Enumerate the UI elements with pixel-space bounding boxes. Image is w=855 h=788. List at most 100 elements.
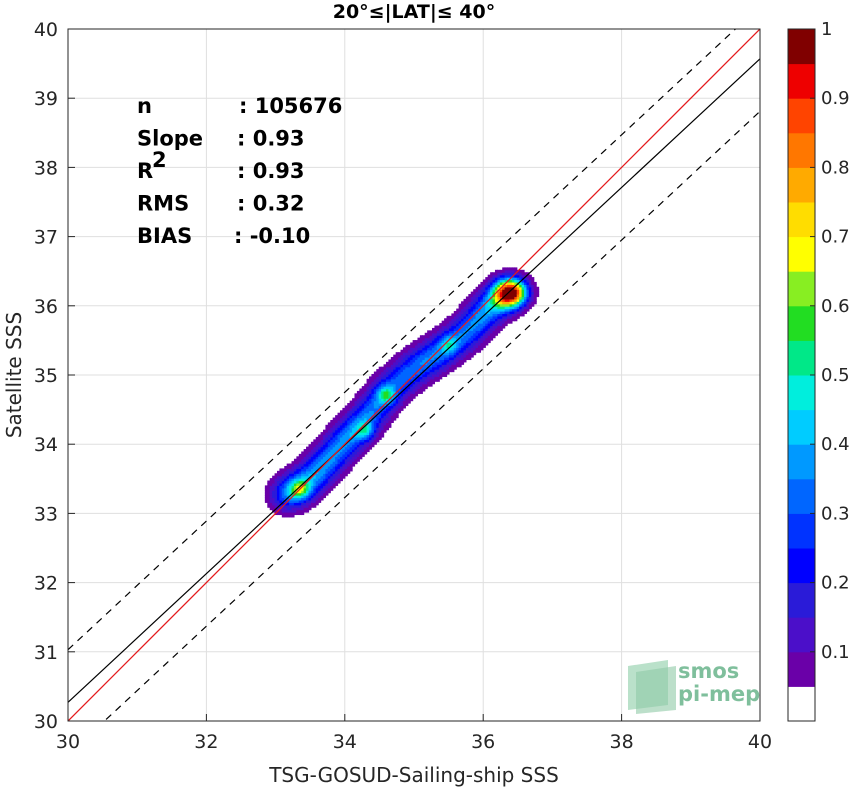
- density-cell: [323, 482, 327, 486]
- density-cell: [354, 412, 358, 416]
- density-cell: [422, 344, 426, 348]
- density-cell: [335, 436, 339, 440]
- density-cell: [344, 468, 348, 472]
- density-cell: [289, 475, 293, 479]
- density-cell: [400, 352, 404, 356]
- density-cell: [320, 432, 324, 436]
- density-cell: [293, 475, 297, 479]
- density-cell: [429, 337, 433, 341]
- density-cell: [511, 291, 515, 295]
- density-cell: [325, 492, 329, 496]
- density-cell: [337, 458, 341, 462]
- density-cell: [383, 381, 387, 385]
- density-cell: [388, 381, 392, 385]
- density-cell: [480, 286, 484, 290]
- density-cell: [487, 310, 491, 315]
- density-cell: [456, 354, 460, 358]
- density-cell: [393, 378, 397, 382]
- density-cell: [412, 344, 416, 348]
- density-cell: [344, 424, 348, 428]
- density-cell: [485, 298, 489, 302]
- density-cell: [318, 473, 322, 477]
- density-cell: [359, 419, 363, 424]
- density-cell: [436, 327, 440, 331]
- density-cell: [318, 453, 322, 457]
- density-cell: [398, 376, 402, 380]
- density-cell: [492, 318, 496, 322]
- density-cell: [424, 373, 428, 377]
- density-cell: [383, 376, 387, 380]
- density-cell: [325, 439, 329, 443]
- density-cell: [313, 441, 317, 445]
- density-cell: [320, 487, 324, 491]
- density-cell: [344, 436, 348, 440]
- density-cell: [371, 386, 375, 390]
- colorbar-swatch: [788, 98, 815, 134]
- density-cell: [504, 296, 508, 300]
- stat-label: R: [137, 159, 153, 183]
- density-cell: [528, 294, 532, 298]
- density-cell: [478, 342, 482, 346]
- density-cell: [405, 357, 409, 361]
- density-cell: [369, 439, 373, 443]
- density-cell: [289, 480, 293, 484]
- density-cell: [385, 424, 389, 428]
- density-cell: [473, 298, 477, 302]
- density-cell: [463, 310, 467, 315]
- density-cell: [509, 303, 513, 307]
- density-cell: [463, 359, 467, 363]
- density-cell: [468, 347, 472, 351]
- density-cell: [315, 446, 319, 450]
- density-cell: [470, 342, 474, 346]
- density-cell: [320, 497, 324, 501]
- density-cell: [463, 330, 467, 334]
- density-cell: [456, 349, 460, 353]
- density-cell: [308, 461, 312, 465]
- density-cell: [330, 461, 334, 465]
- density-cell: [405, 361, 409, 365]
- density-cell: [376, 429, 380, 433]
- density-cell: [398, 405, 402, 409]
- density-cell: [315, 439, 319, 443]
- density-cell: [514, 313, 518, 317]
- density-cell: [264, 487, 268, 491]
- density-cell: [296, 458, 300, 462]
- density-cell: [381, 371, 385, 375]
- density-cell: [453, 323, 457, 327]
- density-cell: [373, 398, 377, 402]
- density-cell: [293, 502, 297, 506]
- density-cell: [335, 482, 339, 486]
- density-cell: [352, 453, 356, 457]
- density-cell: [451, 352, 455, 356]
- density-cell: [402, 366, 406, 370]
- density-cell: [514, 281, 518, 285]
- density-cell: [381, 424, 385, 428]
- density-cell: [323, 485, 327, 489]
- density-cell: [293, 497, 297, 501]
- density-cell: [393, 410, 397, 414]
- density-cell: [381, 422, 385, 426]
- density-cell: [470, 344, 474, 348]
- colorbar-swatch: [788, 340, 815, 376]
- density-cell: [485, 332, 489, 336]
- density-cell: [296, 507, 300, 511]
- density-cell: [349, 405, 353, 409]
- density-cell: [320, 473, 324, 477]
- density-cell: [514, 303, 518, 307]
- density-cell: [303, 495, 307, 499]
- density-cell: [407, 357, 411, 361]
- density-cell: [303, 507, 307, 511]
- density-cell: [407, 395, 411, 399]
- density-cell: [475, 342, 479, 346]
- density-cell: [378, 398, 382, 402]
- density-cell: [369, 434, 373, 438]
- density-cell: [458, 308, 462, 312]
- density-cell: [487, 281, 491, 285]
- density-cell: [349, 412, 353, 416]
- density-cell: [531, 286, 535, 290]
- density-cell: [521, 303, 525, 307]
- density-cell: [291, 502, 295, 506]
- density-cell: [308, 487, 312, 491]
- density-cell: [509, 301, 513, 305]
- density-cell: [507, 308, 511, 312]
